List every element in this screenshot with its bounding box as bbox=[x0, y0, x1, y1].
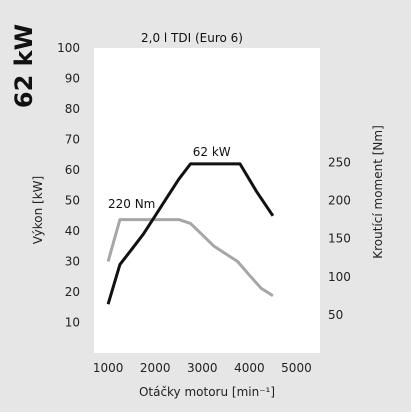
y-left-tick-label: 90 bbox=[65, 72, 80, 86]
power-series-line bbox=[106, 162, 275, 305]
plot-area bbox=[94, 48, 320, 353]
y-right-tick-label: 100 bbox=[328, 270, 351, 284]
annotation-label: 220 Nm bbox=[108, 197, 155, 211]
y-left-tick-label: 30 bbox=[65, 255, 80, 269]
x-tick-label: 1000 bbox=[93, 361, 124, 375]
y-left-tick-label: 60 bbox=[65, 163, 80, 177]
x-tick-label: 2000 bbox=[140, 361, 171, 375]
torque-series-line bbox=[106, 218, 274, 298]
x-axis-title: Otáčky motoru [min⁻¹] bbox=[139, 385, 275, 399]
series-layer bbox=[106, 162, 275, 305]
y-left-tick-label: 100 bbox=[57, 41, 80, 55]
y-left-tick-label: 70 bbox=[65, 133, 80, 147]
y-left-tick-label: 50 bbox=[65, 194, 80, 208]
x-tick-label: 5000 bbox=[281, 361, 312, 375]
y-left-tick-label: 20 bbox=[65, 285, 80, 299]
y-right-tick-label: 150 bbox=[328, 232, 351, 246]
y-axis-left-title: Výkon [kW] bbox=[31, 176, 45, 244]
y-left-tick-label: 40 bbox=[65, 224, 80, 238]
y-right-tick-label: 50 bbox=[328, 308, 343, 322]
y-left-tick-label: 80 bbox=[65, 102, 80, 116]
x-tick-label: 4000 bbox=[234, 361, 265, 375]
annotation-label: 62 kW bbox=[193, 145, 231, 159]
tick-labels: 1000 2000 3000 4000 5000 10 20 30 40 50 60 70 80 90 10… bbox=[57, 41, 351, 375]
chart-title: 2,0 l TDI (Euro 6) bbox=[141, 31, 243, 45]
y-right-tick-label: 250 bbox=[328, 155, 351, 169]
y-left-tick-label: 10 bbox=[65, 316, 80, 330]
y-right-tick-label: 200 bbox=[328, 194, 351, 208]
x-tick-label: 3000 bbox=[187, 361, 218, 375]
y-axis-right-title: Kroutící moment [Nm] bbox=[371, 125, 385, 259]
annotations: 62 kW 220 Nm bbox=[108, 145, 231, 211]
